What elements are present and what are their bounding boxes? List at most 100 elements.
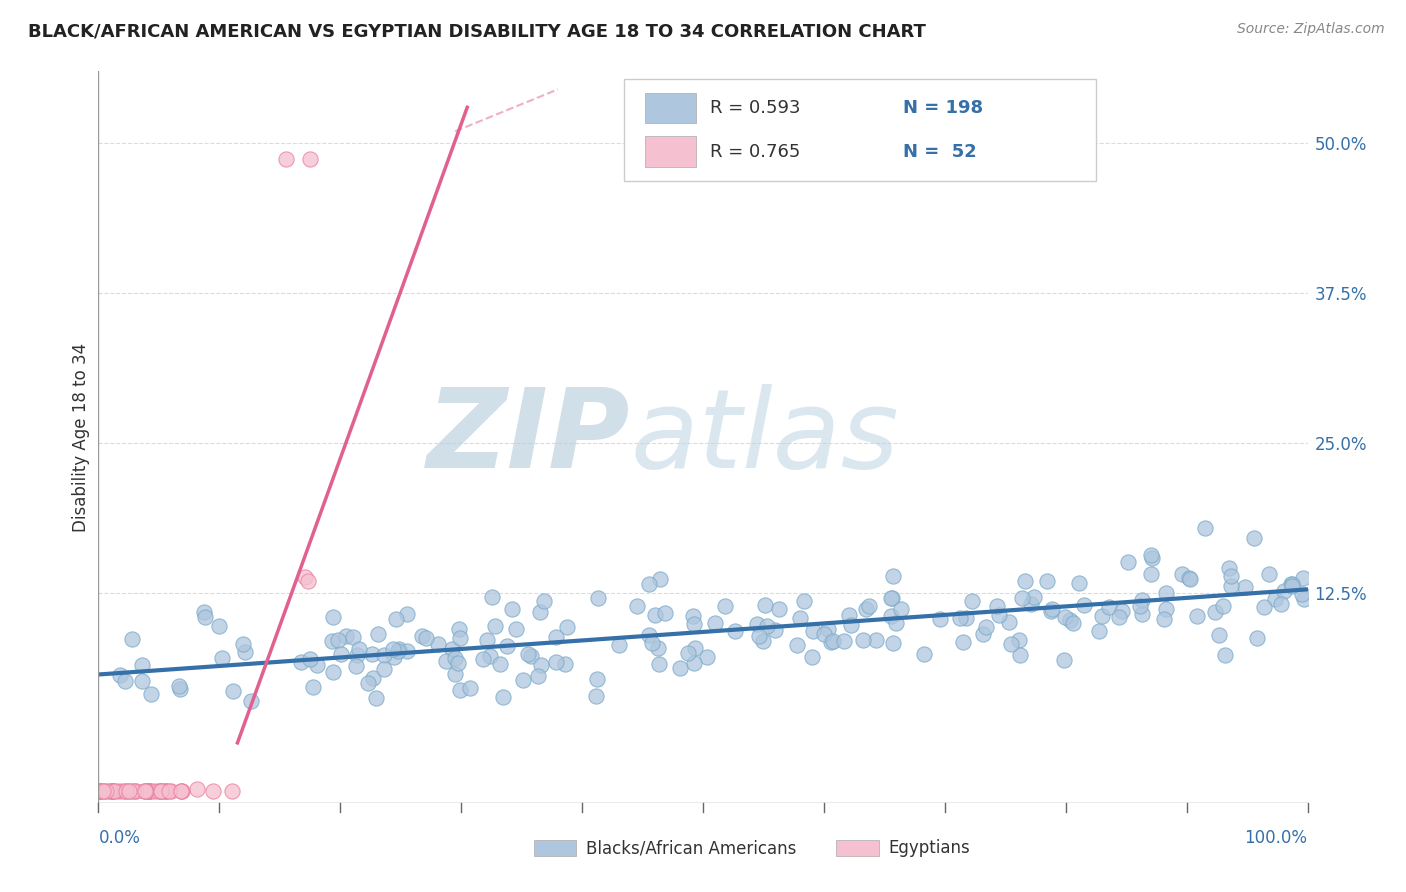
Point <box>678 646 700 660</box>
Point <box>208 619 231 633</box>
Point <box>1014 574 1036 588</box>
Point <box>1154 586 1177 600</box>
Point <box>754 599 776 613</box>
Point <box>274 152 297 166</box>
Point <box>638 628 661 642</box>
Point <box>121 784 143 798</box>
Point <box>299 152 322 166</box>
Point <box>1208 627 1230 641</box>
Point <box>1140 567 1163 582</box>
Point <box>520 649 543 664</box>
Point <box>118 784 141 798</box>
Point <box>683 616 706 631</box>
Point <box>517 647 540 661</box>
FancyBboxPatch shape <box>534 840 576 856</box>
Point <box>586 672 609 686</box>
Text: R = 0.593: R = 0.593 <box>710 99 801 117</box>
Point <box>440 642 463 657</box>
Point <box>138 784 160 798</box>
Point <box>714 599 737 613</box>
Point <box>155 784 177 798</box>
Point <box>955 611 977 625</box>
Point <box>1291 587 1313 601</box>
Point <box>1036 574 1059 588</box>
Point <box>557 620 579 634</box>
Point <box>134 784 156 798</box>
Point <box>1019 597 1042 611</box>
Point <box>322 665 344 680</box>
Point <box>882 636 904 650</box>
Point <box>240 694 263 708</box>
Point <box>855 602 877 616</box>
Point <box>852 632 875 647</box>
Point <box>1073 598 1095 612</box>
Point <box>138 784 160 798</box>
Point <box>1194 521 1216 535</box>
Point <box>415 632 437 646</box>
Point <box>131 658 153 673</box>
Point <box>114 673 136 688</box>
Point <box>194 610 217 624</box>
Point <box>801 624 824 639</box>
Point <box>1008 633 1031 648</box>
Point <box>1040 604 1063 618</box>
Point <box>167 679 190 693</box>
Point <box>157 784 180 798</box>
Point <box>172 784 194 798</box>
Point <box>724 624 747 638</box>
Point <box>832 634 855 648</box>
Point <box>880 591 903 605</box>
Point <box>1011 591 1033 605</box>
Point <box>411 629 433 643</box>
Point <box>149 784 172 798</box>
Point <box>150 784 173 798</box>
Point <box>1098 599 1121 614</box>
Point <box>1264 591 1286 606</box>
Point <box>801 649 824 664</box>
Point <box>108 668 131 682</box>
Point <box>765 623 787 637</box>
Point <box>131 674 153 689</box>
Point <box>974 620 997 634</box>
Point <box>1220 568 1243 582</box>
Text: atlas: atlas <box>630 384 898 491</box>
Point <box>928 612 950 626</box>
Point <box>388 642 411 657</box>
Point <box>838 607 860 622</box>
Point <box>360 647 382 661</box>
Point <box>533 594 555 608</box>
Point <box>530 657 553 672</box>
Point <box>501 601 523 615</box>
Point <box>381 642 404 657</box>
Point <box>585 689 607 703</box>
Point <box>294 570 316 584</box>
FancyBboxPatch shape <box>624 78 1097 181</box>
Point <box>307 657 329 672</box>
Point <box>169 681 191 696</box>
Point <box>1233 581 1256 595</box>
Point <box>1040 602 1063 616</box>
Text: ZIP: ZIP <box>427 384 630 491</box>
Point <box>1171 566 1194 581</box>
Point <box>153 784 176 798</box>
Point <box>641 636 664 650</box>
Point <box>298 651 321 665</box>
FancyBboxPatch shape <box>645 93 696 123</box>
Point <box>115 784 138 798</box>
Point <box>820 635 842 649</box>
Point <box>193 605 215 619</box>
Point <box>484 619 506 633</box>
Point <box>768 602 790 616</box>
Point <box>1204 605 1226 619</box>
Point <box>1257 566 1279 581</box>
Point <box>1292 571 1315 585</box>
Point <box>505 622 527 636</box>
Point <box>481 590 503 604</box>
Text: R = 0.765: R = 0.765 <box>710 143 800 161</box>
Point <box>150 784 173 798</box>
Point <box>395 607 418 621</box>
Point <box>1246 631 1268 645</box>
Point <box>449 631 471 645</box>
Point <box>1292 592 1315 607</box>
Point <box>1022 590 1045 604</box>
